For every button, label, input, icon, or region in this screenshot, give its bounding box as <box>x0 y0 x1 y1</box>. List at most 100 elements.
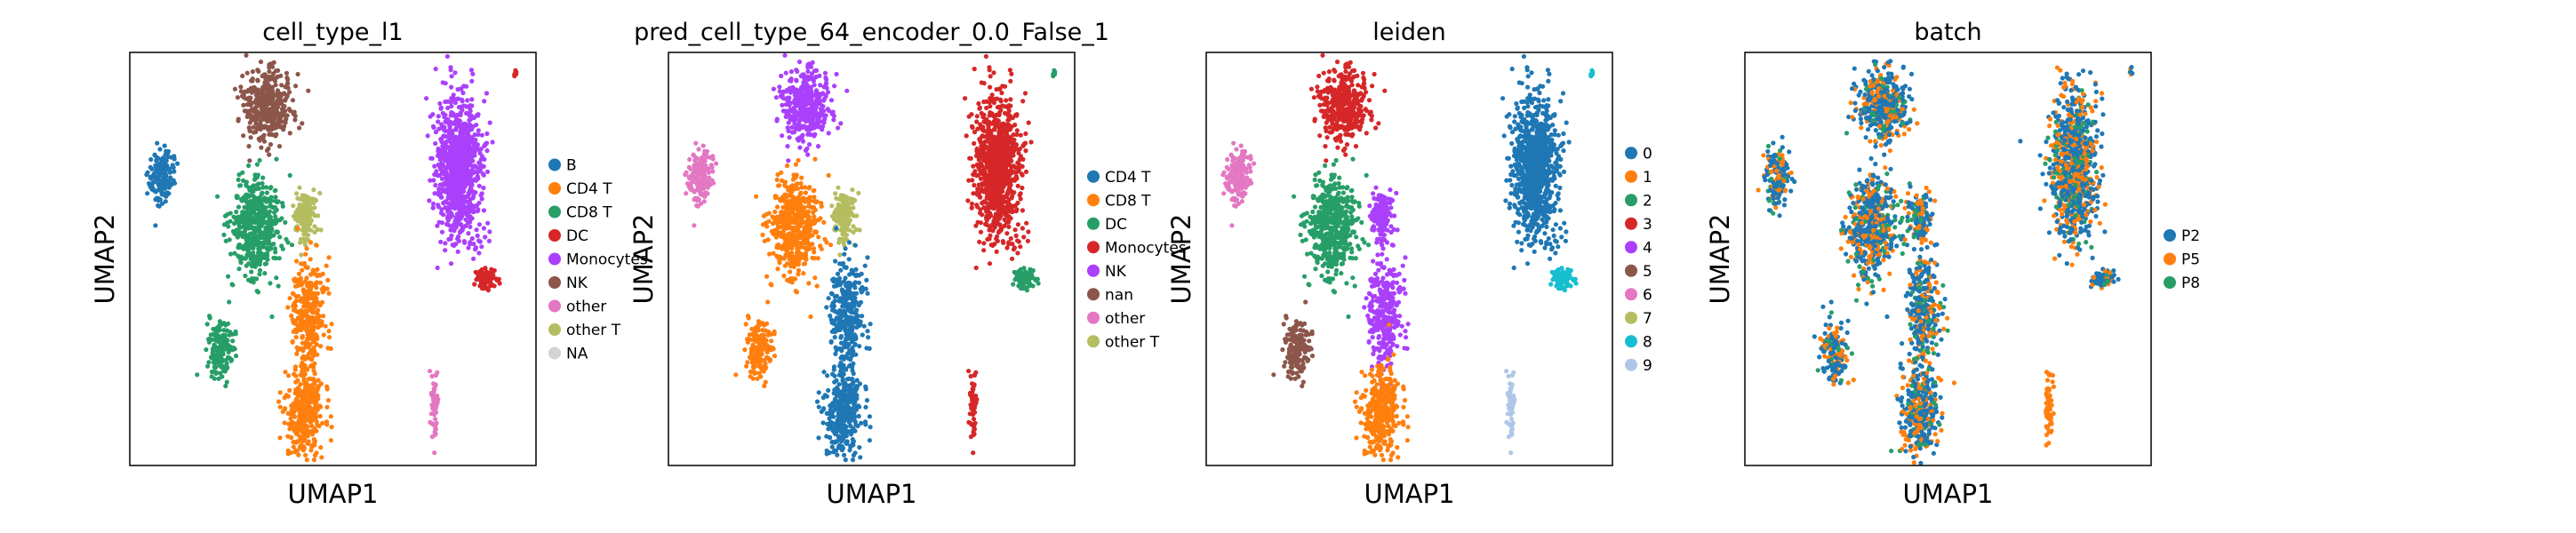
point <box>157 147 163 152</box>
point <box>853 336 859 341</box>
point <box>816 404 821 410</box>
point <box>813 123 819 129</box>
point <box>799 254 804 259</box>
point <box>815 144 821 149</box>
point <box>845 213 851 219</box>
point <box>452 119 458 124</box>
point <box>252 229 258 235</box>
point <box>445 105 451 111</box>
point <box>783 238 788 243</box>
point <box>432 450 437 456</box>
point <box>231 346 236 352</box>
point <box>275 74 280 79</box>
point <box>444 53 450 60</box>
point <box>429 420 435 426</box>
point <box>700 179 706 184</box>
point <box>324 286 330 291</box>
point <box>301 414 307 419</box>
point <box>692 195 699 201</box>
point <box>258 211 263 216</box>
point <box>271 255 276 260</box>
point <box>461 188 467 194</box>
point <box>821 118 827 123</box>
point <box>464 153 470 158</box>
point <box>837 327 843 332</box>
point <box>268 186 273 191</box>
point <box>835 452 840 457</box>
point <box>468 203 474 209</box>
point <box>809 71 815 76</box>
point <box>195 372 200 378</box>
point <box>256 124 261 130</box>
point <box>148 184 153 189</box>
point <box>295 315 301 321</box>
point <box>476 200 482 206</box>
point <box>764 211 769 217</box>
point <box>841 193 846 198</box>
point <box>300 438 306 444</box>
point <box>312 205 317 211</box>
point <box>263 76 268 83</box>
point <box>858 287 863 292</box>
point <box>234 217 239 222</box>
point <box>260 254 266 259</box>
point <box>478 269 484 274</box>
point <box>279 243 284 249</box>
point <box>791 206 796 211</box>
point <box>168 175 173 180</box>
point <box>244 52 249 58</box>
point <box>846 330 852 336</box>
point <box>467 122 473 127</box>
point <box>781 273 787 279</box>
point <box>300 340 306 346</box>
point <box>221 328 227 333</box>
point <box>771 86 777 91</box>
point <box>774 177 780 182</box>
point <box>243 89 248 94</box>
point <box>807 118 813 123</box>
point <box>439 220 444 226</box>
point <box>234 195 240 201</box>
point <box>212 364 217 370</box>
point <box>450 147 455 153</box>
point <box>238 259 244 264</box>
point <box>276 256 282 261</box>
point <box>822 236 828 242</box>
point <box>253 254 259 259</box>
point <box>279 124 284 130</box>
point <box>462 156 468 162</box>
point <box>270 71 276 76</box>
point <box>299 363 304 369</box>
point <box>255 182 260 187</box>
point <box>292 113 298 119</box>
point <box>765 237 771 243</box>
point <box>853 407 859 412</box>
point <box>687 156 692 163</box>
point <box>156 155 161 161</box>
point <box>259 223 264 228</box>
point <box>166 182 172 188</box>
point <box>296 452 301 457</box>
point <box>832 211 837 216</box>
point <box>836 125 841 131</box>
point <box>236 242 243 248</box>
point <box>856 190 861 195</box>
point <box>298 275 304 281</box>
point <box>293 335 299 340</box>
point <box>833 191 838 196</box>
point <box>798 113 804 118</box>
point <box>428 114 433 119</box>
point <box>481 163 486 169</box>
point <box>287 108 293 114</box>
point <box>315 386 320 391</box>
point <box>220 346 226 352</box>
point <box>425 133 430 139</box>
point <box>309 390 315 395</box>
point <box>300 282 305 287</box>
point <box>826 296 831 301</box>
point <box>251 280 256 285</box>
point <box>319 455 324 460</box>
point <box>848 390 853 395</box>
point <box>308 281 314 286</box>
point <box>257 157 262 163</box>
